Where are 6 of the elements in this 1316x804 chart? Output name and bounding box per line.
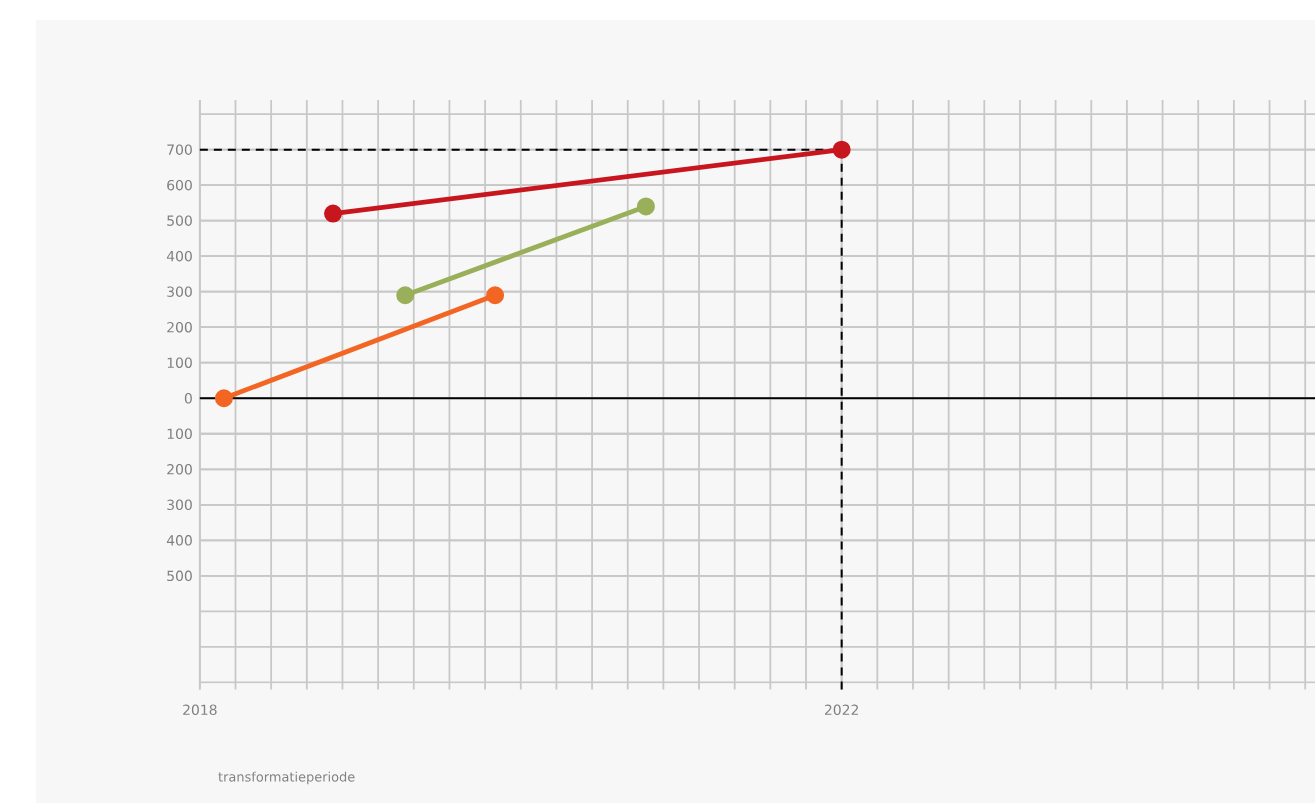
point [214, 389, 233, 408]
point [832, 140, 851, 159]
point [486, 286, 505, 305]
point [324, 204, 343, 223]
point [636, 197, 655, 216]
point [396, 286, 415, 305]
